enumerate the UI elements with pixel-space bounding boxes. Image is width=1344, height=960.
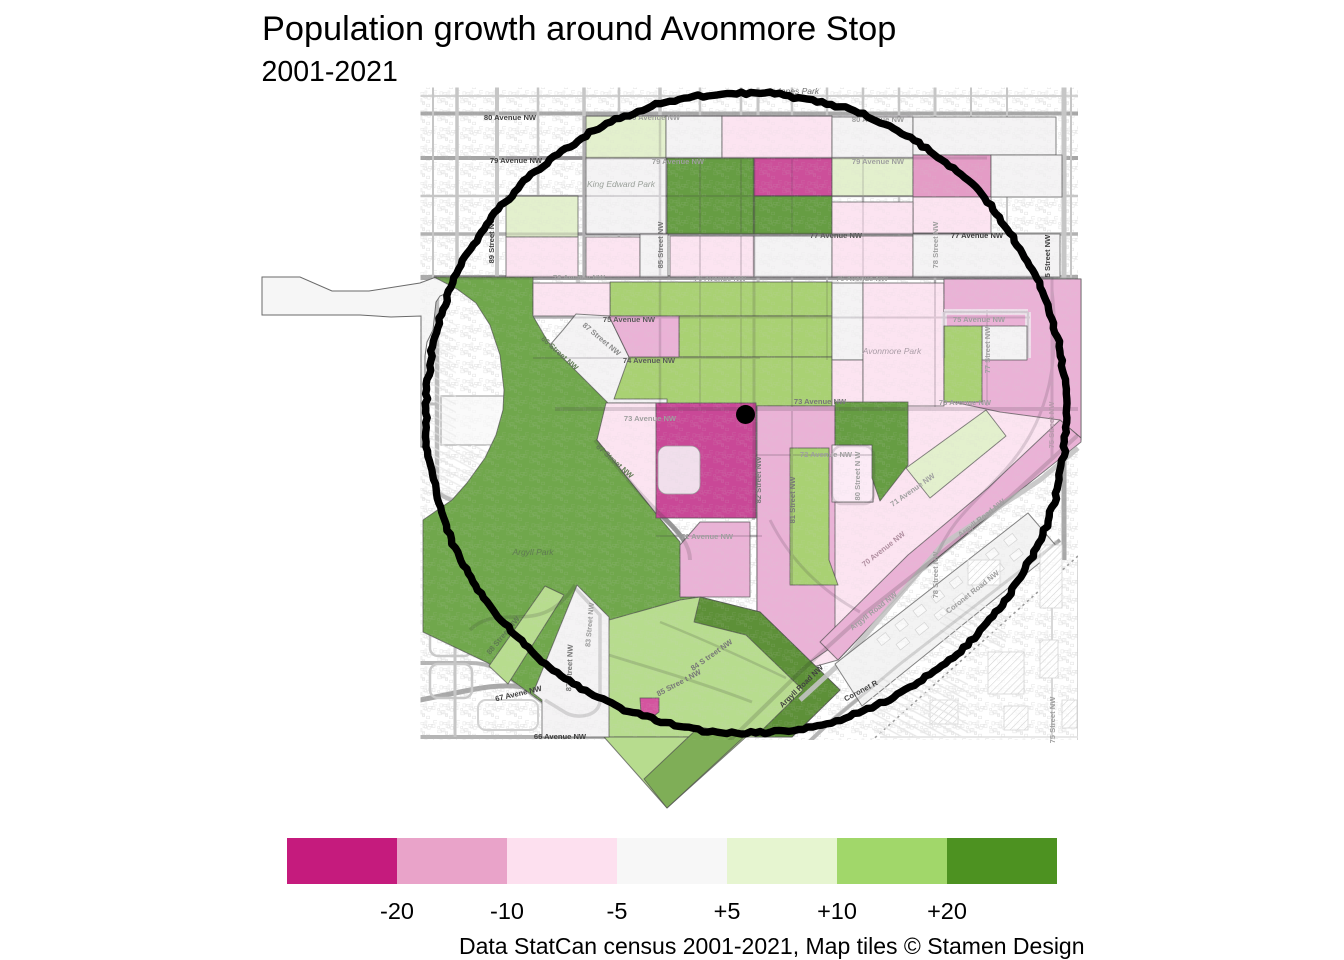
svg-text:78 Street NW: 78 Street NW — [931, 551, 940, 599]
svg-text:77 Avenue NW: 77 Avenue NW — [810, 231, 863, 240]
svg-text:87 Street NW: 87 Street NW — [564, 644, 575, 692]
svg-text:81 Street NW: 81 Street NW — [788, 476, 797, 524]
svg-text:75 Street NW: 75 Street NW — [1047, 401, 1056, 449]
svg-text:rren Innes Park: rren Innes Park — [761, 86, 820, 96]
svg-text:79 Avenue NW: 79 Avenue NW — [652, 157, 705, 166]
svg-text:76 Avenue NW: 76 Avenue NW — [553, 273, 606, 282]
svg-text:80 Avenue NW: 80 Avenue NW — [628, 113, 681, 122]
svg-text:77 Street NW: 77 Street NW — [983, 326, 992, 374]
svg-text:5 Street NW: 5 Street NW — [1043, 234, 1052, 277]
svg-text:73 Avenue NW: 73 Avenue NW — [794, 397, 847, 406]
svg-text:66 Avenue NW: 66 Avenue NW — [534, 732, 587, 741]
svg-text:79 Avenue NW: 79 Avenue NW — [490, 156, 543, 165]
svg-text:75 Street NW: 75 Street NW — [1048, 696, 1057, 744]
svg-text:75 Avenue NW: 75 Avenue NW — [953, 315, 1006, 324]
svg-text:79 Avenue NW: 79 Avenue NW — [852, 157, 905, 166]
svg-text:73 Avenue NW: 73 Avenue NW — [624, 414, 677, 423]
svg-text:76 Avenue NW: 76 Avenue NW — [836, 274, 889, 283]
svg-text:Argyll Park: Argyll Park — [511, 547, 554, 557]
svg-text:83 Street NW: 83 Street NW — [583, 602, 596, 647]
svg-text:King Edward Park: King Edward Park — [587, 179, 656, 189]
svg-text:74 Avenue NW: 74 Avenue NW — [623, 356, 676, 365]
svg-text:72 Avenue NW: 72 Avenue NW — [800, 450, 853, 459]
svg-text:77 Avenue NW: 77 Avenue NW — [951, 231, 1004, 240]
svg-text:80 Avenue NW: 80 Avenue NW — [484, 113, 537, 122]
svg-text:76 Avenue NW: 76 Avenue NW — [694, 274, 747, 283]
svg-text:82 Street NW: 82 Street NW — [754, 456, 763, 504]
svg-text:80 Street N W: 80 Street N W — [853, 451, 862, 501]
svg-text:75 Avenue NW: 75 Avenue NW — [603, 315, 656, 324]
svg-text:Avonmore Park: Avonmore Park — [862, 346, 922, 356]
svg-text:78 Street NW: 78 Street NW — [931, 221, 940, 269]
svg-text:73 Avenue NW: 73 Avenue NW — [939, 398, 992, 407]
svg-text:85 Street NW: 85 Street NW — [656, 221, 665, 269]
svg-text:71 Avenue NW: 71 Avenue NW — [681, 532, 734, 541]
svg-text:89 Street NW: 89 Street NW — [487, 216, 496, 264]
